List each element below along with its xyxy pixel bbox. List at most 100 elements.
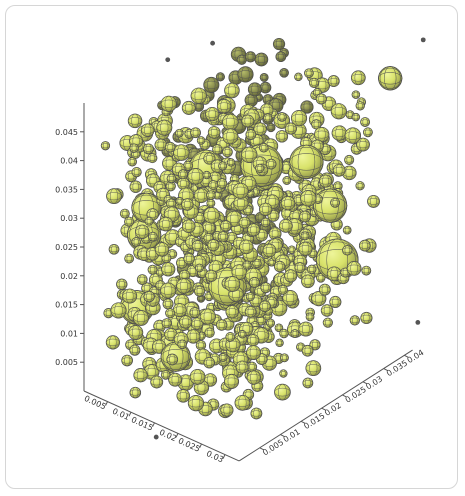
sphere	[222, 146, 233, 158]
sphere	[274, 323, 284, 333]
sphere	[330, 197, 341, 208]
sphere	[246, 345, 261, 360]
sphere	[358, 239, 371, 252]
sphere	[218, 353, 228, 362]
z-tick-label: 0.02	[60, 272, 78, 281]
sphere	[129, 386, 142, 399]
sphere	[259, 300, 271, 313]
sphere	[158, 216, 174, 232]
sphere	[262, 243, 277, 258]
sphere	[110, 302, 127, 319]
sphere	[220, 220, 232, 232]
sphere	[244, 305, 257, 318]
sphere	[238, 216, 251, 229]
sphere	[304, 68, 314, 79]
sphere	[160, 282, 177, 299]
sphere	[187, 167, 205, 185]
sphere	[105, 335, 121, 350]
sphere	[207, 239, 220, 252]
sphere	[247, 82, 262, 97]
sphere	[314, 126, 330, 143]
x-tick-mark	[128, 411, 132, 417]
sphere	[166, 173, 177, 184]
sphere	[156, 119, 173, 136]
stray-particle	[415, 320, 421, 325]
sphere	[203, 207, 220, 224]
sphere	[216, 98, 232, 114]
sphere	[191, 240, 204, 252]
sphere	[166, 353, 179, 366]
z-tick-label: 0.035	[55, 185, 78, 194]
sphere	[128, 325, 144, 341]
sphere	[205, 269, 218, 282]
sphere	[244, 51, 257, 63]
sphere	[144, 216, 154, 226]
sphere	[329, 295, 342, 309]
sphere	[351, 90, 361, 99]
sphere	[360, 117, 371, 128]
z-tick-label: 0.015	[55, 301, 78, 310]
sphere	[305, 312, 315, 322]
sphere	[272, 37, 286, 51]
sphere	[300, 100, 314, 114]
sphere	[282, 290, 299, 306]
sphere	[342, 225, 352, 235]
sphere	[255, 163, 265, 174]
sphere	[318, 283, 331, 296]
sphere	[202, 170, 211, 180]
sphere	[133, 368, 148, 383]
sphere	[301, 344, 314, 357]
sphere	[108, 243, 120, 255]
sphere	[355, 181, 365, 191]
sphere	[279, 328, 289, 339]
large-sphere	[289, 144, 324, 180]
sphere	[194, 263, 204, 273]
sphere	[298, 321, 314, 337]
sphere	[319, 174, 333, 188]
sphere	[275, 51, 287, 63]
sphere	[284, 269, 298, 283]
sphere	[203, 76, 220, 93]
sphere	[242, 260, 252, 270]
sphere	[203, 152, 216, 165]
sphere	[127, 156, 137, 167]
sphere	[129, 344, 141, 356]
sphere	[300, 231, 310, 241]
x-axis-line	[83, 390, 240, 462]
sphere	[222, 113, 239, 131]
sphere	[121, 354, 133, 367]
sphere	[290, 329, 300, 338]
sphere	[160, 95, 177, 112]
sphere	[299, 210, 311, 223]
sphere	[234, 394, 251, 411]
sphere	[116, 278, 128, 290]
sphere	[306, 264, 317, 275]
sphere	[223, 373, 240, 389]
sphere	[266, 318, 276, 328]
sphere	[162, 298, 174, 310]
y-tick-label: 0.035	[385, 358, 409, 378]
sphere	[241, 114, 255, 128]
sphere	[245, 129, 257, 140]
sphere	[161, 318, 172, 329]
sphere	[282, 176, 292, 185]
y-tick-mark	[280, 434, 285, 438]
sphere	[143, 143, 154, 155]
sphere-packing-3d-plot: 0.0050.010.0150.020.0250.030.0350.040.04…	[55, 37, 426, 464]
sphere	[225, 332, 236, 342]
sphere	[258, 142, 269, 153]
sphere	[322, 317, 333, 328]
z-tick-label: 0.04	[60, 157, 78, 166]
sphere	[367, 194, 380, 208]
sphere	[204, 327, 215, 338]
x-tick-label: 0.01	[111, 407, 131, 422]
stray-particle	[210, 40, 216, 46]
y-tick-mark	[321, 407, 326, 411]
sphere	[263, 113, 273, 123]
y-tick-mark	[259, 447, 264, 451]
sphere	[205, 106, 220, 122]
sphere	[224, 82, 240, 99]
sphere	[332, 163, 346, 177]
sphere	[176, 278, 192, 294]
sphere	[302, 377, 314, 389]
